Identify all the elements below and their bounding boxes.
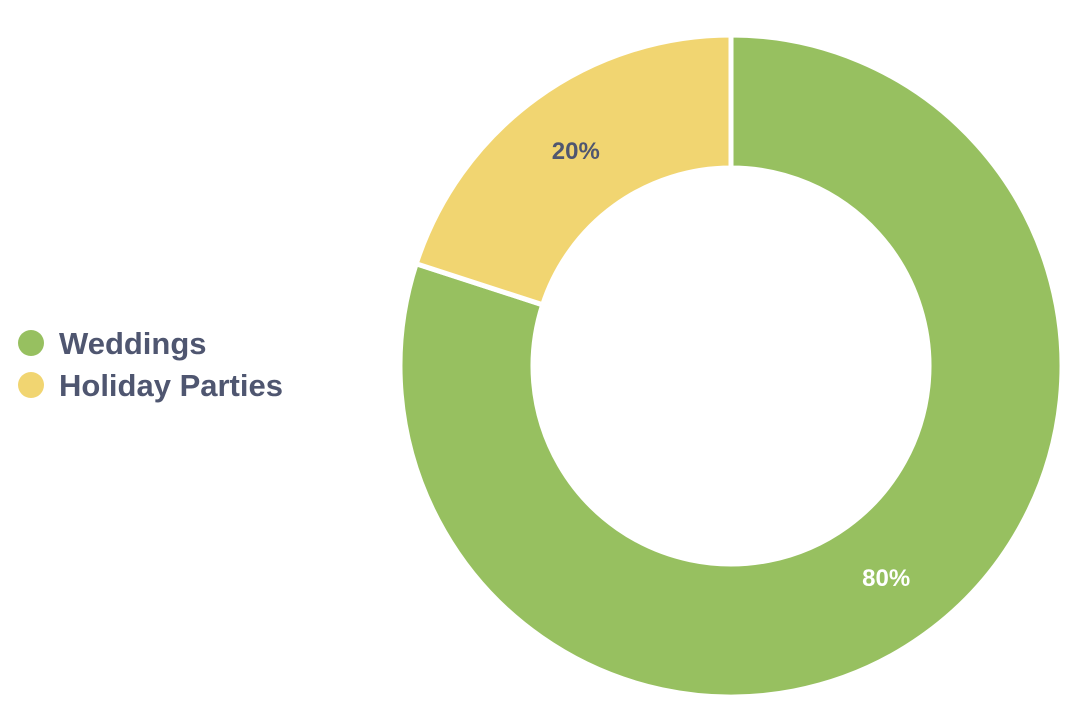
legend-item-holiday-parties[interactable]: Holiday Parties xyxy=(18,368,283,402)
pie-slice-label-weddings: 80% xyxy=(862,565,910,592)
legend-item-weddings[interactable]: Weddings xyxy=(18,326,283,360)
pie-slice-holiday-parties[interactable] xyxy=(413,32,734,308)
legend-label-weddings: Weddings xyxy=(59,325,207,361)
pie-slice-label-holiday-parties: 20% xyxy=(552,138,600,165)
pie-slice-weddings[interactable] xyxy=(397,32,1065,700)
chart-legend: Weddings Holiday Parties xyxy=(18,326,283,402)
legend-swatch-holiday-parties xyxy=(18,372,44,398)
legend-label-holiday-parties: Holiday Parties xyxy=(59,367,283,403)
legend-swatch-weddings xyxy=(18,330,44,356)
